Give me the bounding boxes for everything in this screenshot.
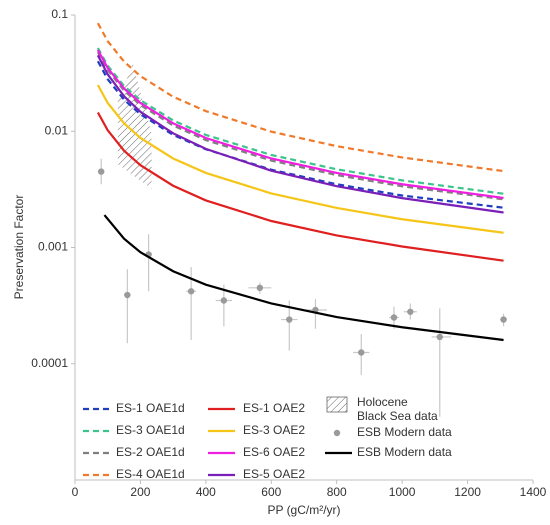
data-point (220, 297, 228, 304)
data-point (358, 349, 365, 356)
x-tick-label: 1000 (389, 485, 416, 499)
series-line (96, 111, 504, 262)
series-line (103, 214, 504, 342)
data-point (124, 291, 131, 299)
series-line (96, 22, 504, 173)
data-point (390, 314, 398, 321)
legend-label: ESB Modern data (357, 445, 452, 459)
data-point (500, 316, 507, 323)
legend-swatch (326, 396, 348, 413)
x-tick-label: 600 (261, 485, 281, 499)
series-line (96, 51, 504, 201)
series-line (96, 54, 504, 214)
data-point (407, 308, 414, 315)
x-tick-label: 0 (72, 485, 79, 499)
legend-label: ES-3 OAE1d (116, 423, 185, 437)
hatched-region (117, 63, 152, 189)
legend-label: ES-1 OAE2 (243, 401, 305, 415)
legend-swatch (333, 429, 341, 437)
series-line (96, 47, 504, 195)
y-tick-label: 0.1 (51, 7, 68, 21)
legend-label: ES-6 OAE2 (243, 445, 305, 459)
data-point (97, 168, 105, 175)
data-point (286, 316, 293, 323)
data-point (436, 333, 443, 341)
y-tick-label: 0.001 (38, 240, 68, 254)
legend-label: ESB Modern data (357, 425, 452, 439)
x-axis-label: PP (gC/m²/yr) (267, 503, 340, 517)
legend-label: Holocene (357, 395, 408, 409)
legend-label: ES-3 OAE2 (243, 423, 305, 437)
series-line (96, 84, 504, 234)
x-tick-label: 400 (196, 485, 216, 499)
legend-label: ES-5 OAE2 (243, 467, 305, 481)
series-line (96, 49, 504, 200)
data-point (187, 288, 195, 295)
y-axis-label: Preservation Factor (12, 195, 26, 300)
x-tick-label: 200 (130, 485, 150, 499)
legend-label: ES-4 OAE1d (116, 467, 185, 481)
y-tick-label: 0.01 (45, 123, 69, 137)
legend-label: Black Sea data (357, 409, 438, 423)
data-point (256, 284, 264, 292)
x-tick-label: 800 (327, 485, 347, 499)
legend-label: ES-2 OAE1d (116, 445, 185, 459)
x-tick-label: 1400 (520, 485, 547, 499)
y-tick-label: 0.0001 (31, 356, 68, 370)
legend-label: ES-1 OAE1d (116, 401, 185, 415)
x-tick-label: 1200 (454, 485, 481, 499)
